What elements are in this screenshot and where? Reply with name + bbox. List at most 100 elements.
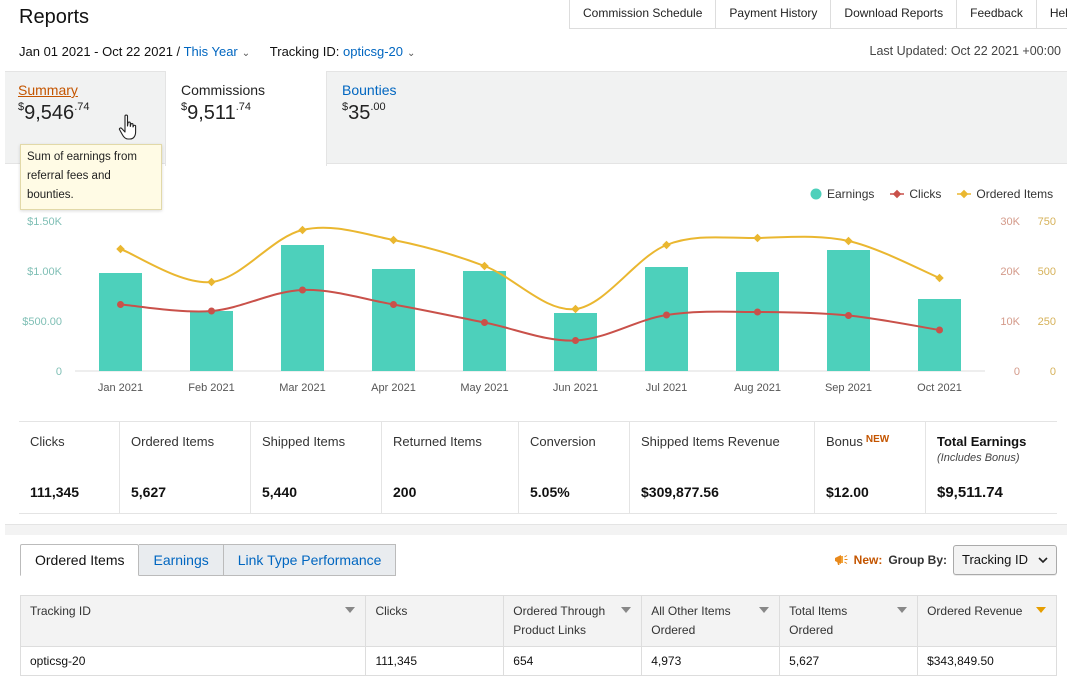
commissions-card (165, 71, 327, 166)
sort-icon[interactable] (897, 607, 908, 613)
ordered-items-point (935, 273, 944, 283)
table-cell: 5,627 (779, 646, 919, 676)
new-badge: NEW (865, 434, 890, 445)
nav-feedback[interactable]: Feedback (957, 0, 1037, 28)
column-header-total-items-ordered[interactable]: Total Items Ordered (779, 595, 919, 647)
column-header-all-other-items-ordered[interactable]: All Other Items Ordered (641, 595, 781, 647)
ordered-items-point (298, 225, 307, 235)
hand-cursor-icon (118, 114, 137, 140)
ordered-items-line (120, 226, 940, 311)
table-cell: 4,973 (641, 646, 781, 676)
left-axis-tick: $500.00 (22, 316, 62, 328)
chart-legend: Earnings Clicks Ordered Items (810, 187, 1053, 201)
earnings-bar (190, 311, 233, 371)
earnings-chart: 0 0 0 $500.00 10K 250 $1.00K 20K 500 $1.50K 30K 750… (22, 216, 1056, 394)
stat-returned-items: Returned Items 200 (382, 422, 519, 513)
clicks-line (120, 288, 940, 342)
x-axis-tick-label: Jan 2021 (98, 382, 143, 394)
right-axis-clicks-tick: 10K (1000, 316, 1020, 328)
table-row: opticsg-20 111,345 654 4,973 5,627 $343,… (19, 646, 1057, 676)
stat-shipped-items: Shipped Items 5,440 (251, 422, 382, 513)
stat-ordered-items: Ordered Items 5,627 (120, 422, 251, 513)
tab-bounties[interactable]: Bounties $35.00 (342, 82, 396, 125)
summary-tooltip: Sum of earnings from referral fees and b… (20, 144, 162, 210)
legend-marker-ordered-items (957, 189, 972, 199)
clicks-point (390, 301, 397, 308)
column-header-tracking-id[interactable]: Tracking ID (19, 595, 367, 647)
nav-commission-schedule[interactable]: Commission Schedule (570, 0, 717, 28)
tab-summary[interactable]: Summary $9,546.74 (18, 82, 89, 125)
ordered-items-point (480, 261, 489, 271)
group-by-new-label: New: (853, 553, 883, 567)
x-axis-tick-label: May 2021 (460, 382, 508, 394)
tab-bounties-label[interactable]: Bounties (342, 82, 397, 98)
legend-item-earnings[interactable]: Earnings (810, 187, 874, 201)
clicks-point (663, 311, 670, 319)
tab-summary-label[interactable]: Summary (18, 82, 78, 98)
period-dropdown[interactable]: This Year (183, 44, 238, 59)
ordered-items-point (571, 304, 580, 314)
group-by-label: Group By: (888, 553, 948, 567)
last-updated: Last Updated: Oct 22 2021 +00:00 (869, 44, 1061, 58)
right-axis-clicks-tick: 30K (1000, 216, 1020, 228)
clicks-point (936, 326, 943, 334)
nav-download-reports[interactable]: Download Reports (831, 0, 958, 28)
group-by-select[interactable]: Tracking ID (953, 545, 1057, 575)
earnings-bar (918, 299, 961, 371)
stat-label: Total Earnings (937, 434, 1027, 449)
chevron-down-icon[interactable]: ⌄ (241, 48, 251, 59)
stat-label: Shipped Items Revenue (641, 434, 780, 449)
tracking-label: Tracking ID: (269, 44, 340, 59)
chevron-down-icon (1038, 557, 1048, 563)
earnings-bar (99, 273, 142, 371)
ordered-items-point (844, 236, 853, 246)
sort-icon[interactable] (345, 607, 356, 613)
x-axis-tick-label: Sep 2021 (825, 382, 872, 394)
sort-icon[interactable] (621, 607, 632, 613)
column-header-clicks[interactable]: Clicks (365, 595, 505, 647)
bounties-amount: $35.00 (342, 101, 386, 124)
legend-item-clicks[interactable]: Clicks (890, 187, 941, 201)
legend-item-ordered-items[interactable]: Ordered Items (957, 187, 1053, 201)
nav-help[interactable]: Help (1037, 0, 1067, 28)
sort-icon[interactable] (759, 607, 770, 613)
section-separator (5, 524, 1067, 535)
tab-earnings[interactable]: Earnings (139, 544, 224, 576)
page-title: Reports (19, 6, 90, 28)
tab-commissions[interactable]: Commissions $9,511.74 (181, 82, 265, 125)
chevron-down-icon[interactable]: ⌄ (406, 48, 416, 59)
stat-value: 200 (393, 484, 417, 500)
nav-payment-history[interactable]: Payment History (716, 0, 832, 28)
column-header-ordered-through-product-links[interactable]: Ordered Through Product Links (503, 595, 643, 647)
right-axis-ordered-tick: 500 (1038, 266, 1056, 278)
stat-total-earnings: Total Earnings (Includes Bonus) $9,511.7… (926, 422, 1057, 513)
tab-link-type-performance[interactable]: Link Type Performance (223, 544, 397, 576)
right-axis-ordered-tick: 750 (1038, 216, 1056, 228)
x-axis-tick-label: Mar 2021 (279, 382, 325, 394)
column-header-ordered-revenue[interactable]: Ordered Revenue (917, 595, 1057, 647)
x-axis-tick-label: Feb 2021 (188, 382, 234, 394)
stat-bonus: Bonus NEW $12.00 (815, 422, 926, 513)
stat-label: Ordered Items (131, 434, 215, 449)
date-range: Jan 01 2021 - Oct 22 2021 / (19, 44, 181, 59)
x-axis-tick-label: Aug 2021 (734, 382, 781, 394)
megaphone-icon (834, 555, 848, 565)
clicks-point (481, 319, 488, 326)
active-tab-caret (235, 163, 253, 172)
tab-ordered-items[interactable]: Ordered Items (20, 544, 140, 576)
tracking-dropdown[interactable]: opticsg-20 (343, 44, 403, 59)
top-nav: Commission Schedule Payment History Down… (569, 0, 1067, 29)
stat-value: $12.00 (826, 484, 869, 500)
stat-value: 111,345 (30, 484, 80, 500)
stat-value: 5,627 (131, 484, 167, 500)
earnings-bar (372, 269, 415, 371)
stat-conversion: Conversion 5.05% (519, 422, 630, 513)
tab-commissions-label[interactable]: Commissions (181, 82, 266, 98)
clicks-point (845, 312, 852, 319)
stat-label: Returned Items (393, 434, 482, 449)
tracking-id-link[interactable]: opticsg-20 (19, 646, 367, 676)
stat-value: $9,511.74 (937, 484, 1003, 501)
commissions-amount: $9,511.74 (181, 101, 251, 124)
x-axis-tick-label: Oct 2021 (917, 382, 962, 394)
sort-icon[interactable] (1036, 607, 1046, 613)
